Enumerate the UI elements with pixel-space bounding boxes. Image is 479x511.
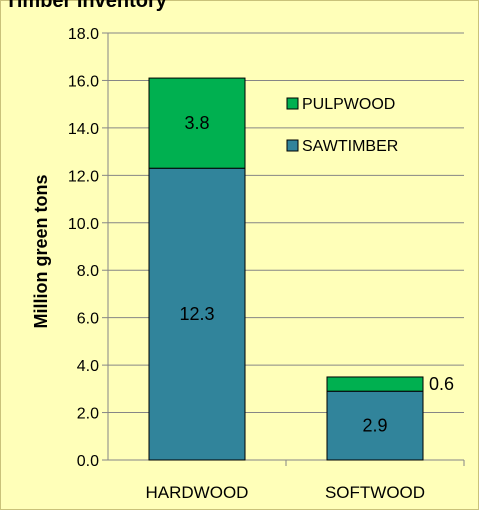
y-tick-label: 0.0 — [77, 453, 99, 470]
y-tick-label: 18.0 — [68, 26, 99, 43]
y-tick-label: 12.0 — [68, 168, 99, 185]
x-category-label: SOFTWOOD — [325, 483, 425, 502]
legend-swatch-sawtimber — [286, 139, 299, 152]
bar-sawtimber-softwood — [326, 390, 424, 461]
legend-swatch-pulpwood — [286, 97, 299, 110]
data-label-sawtimber-softwood: 2.9 — [362, 416, 387, 436]
bar-pulpwood-softwood — [326, 376, 424, 392]
data-label-pulpwood-hardwood: 3.8 — [184, 113, 209, 133]
legend-label-sawtimber: SAWTIMBER — [302, 138, 398, 155]
y-tick-label: 10.0 — [68, 216, 99, 233]
x-category-label: HARDWOOD — [146, 483, 249, 502]
y-tick-label: 8.0 — [77, 263, 99, 280]
bar-pulpwood-hardwood — [148, 77, 246, 169]
y-tick-label: 16.0 — [68, 73, 99, 90]
y-tick-label: 4.0 — [77, 358, 99, 375]
bar-sawtimber-hardwood — [148, 167, 246, 461]
y-tick-label: 14.0 — [68, 121, 99, 138]
data-label-pulpwood-softwood: 0.6 — [429, 374, 454, 394]
data-label-sawtimber-hardwood: 12.3 — [179, 304, 214, 324]
legend-label-pulpwood: PULPWOOD — [302, 96, 395, 113]
y-tick-label: 6.0 — [77, 311, 99, 328]
y-axis-title: Million green tons — [31, 174, 51, 328]
chart-title: Timber Inventory — [5, 0, 167, 12]
y-tick-label: 2.0 — [77, 406, 99, 423]
